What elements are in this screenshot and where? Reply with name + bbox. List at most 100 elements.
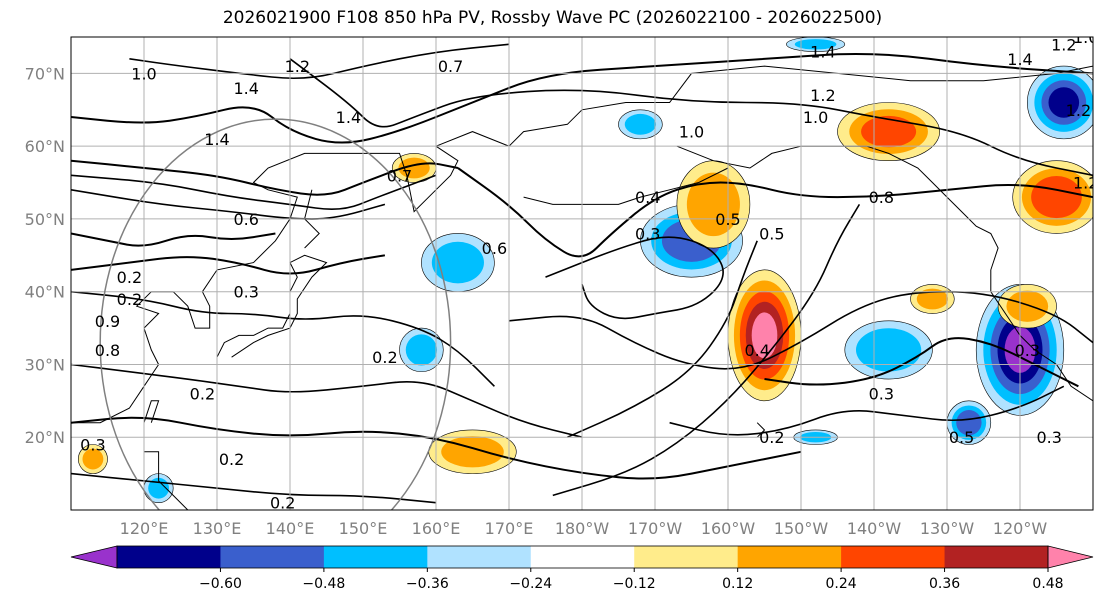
- pv-contour-line: [71, 416, 802, 480]
- pv-contour-line: [71, 53, 1093, 144]
- colorbar-tick-labels: −0.60 −0.48 −0.36 −0.24 −0.12 0.12 0.24 0.36 0.4…: [199, 568, 1064, 592]
- contour-label: 1.0: [679, 123, 704, 142]
- contour-label: 1.4: [1007, 50, 1032, 69]
- longitude-tick-label: 170°E: [485, 519, 534, 538]
- anomaly-north-pacific-positive: [1006, 290, 1049, 322]
- pv-contour-line: [71, 363, 583, 438]
- colorbar-segment: [530, 546, 635, 568]
- coastline: [676, 145, 1093, 402]
- contour-label: 0.5: [949, 428, 974, 447]
- anomaly-outline: [618, 109, 663, 140]
- colorbar-segment: [944, 546, 1049, 568]
- contour-label: 0.6: [233, 210, 258, 229]
- anomaly-tropical-positive: [441, 436, 504, 468]
- contour-label: 1.0: [131, 64, 156, 83]
- contour-label: 0.8: [95, 341, 120, 360]
- contour-label: 1.0: [1073, 28, 1098, 47]
- anomaly-outline: [837, 102, 940, 162]
- colorbar-extend-min: [70, 545, 118, 569]
- contour-label: 0.3: [233, 283, 258, 302]
- pv-contour-line: [457, 167, 1093, 258]
- longitude-tick-label: 130°W: [920, 519, 975, 538]
- contour-label: 1.4: [336, 108, 361, 127]
- contour-label: 1.2: [810, 86, 835, 105]
- colorbar-tick-label: 0.48: [1032, 576, 1063, 592]
- anomaly-west-pacific-negative: [405, 334, 438, 366]
- anomaly-gulf-of-alaska-positive: [751, 312, 778, 359]
- anomaly-arctic-negative: [794, 39, 837, 50]
- colorbar-segment: [427, 546, 532, 568]
- anomaly-sea-of-okhotsk-negative: [431, 241, 484, 284]
- pv-contour-line: [71, 472, 437, 504]
- pv-contour-line: [669, 385, 1065, 436]
- colorbar-frame: [116, 545, 1049, 569]
- latitude-tick-label: 20°N: [25, 428, 65, 447]
- longitude-tick-label: 160°W: [701, 519, 756, 538]
- pv-contour-line: [129, 43, 510, 80]
- colorbar-tick-label: −0.60: [199, 576, 242, 592]
- contour-label: 0.5: [759, 224, 784, 243]
- longitude-tick-label: 160°E: [412, 519, 461, 538]
- contour-label: 0.4: [744, 341, 769, 360]
- contour-label: 0.2: [372, 348, 397, 367]
- anomaly-outline: [844, 320, 933, 380]
- graticule: [71, 37, 1093, 510]
- contour-label: 1.2: [285, 57, 310, 76]
- longitude-tick-label: 140°W: [847, 519, 902, 538]
- longitude-tick-label: 120°E: [120, 519, 169, 538]
- colorbar-tick-label: −0.12: [613, 576, 656, 592]
- anomaly-outline: [997, 284, 1057, 329]
- contour-label: 0.2: [117, 290, 142, 309]
- anomaly-canada-negative: [1048, 87, 1080, 118]
- coastline: [523, 167, 729, 205]
- contour-label: 1.4: [233, 79, 258, 98]
- contour-label: 0.5: [715, 210, 740, 229]
- range-circle: [99, 118, 452, 510]
- anomaly-outline: [1027, 65, 1093, 140]
- coastline: [144, 451, 189, 510]
- longitude-tick-label: 170°W: [628, 519, 683, 538]
- longitude-tick-label: 130°E: [193, 519, 242, 538]
- colorbar-segment: [220, 546, 325, 568]
- contour-labels: 1.41.21.00.80.71.21.41.41.41.01.01.41.21…: [80, 28, 1098, 510]
- coastline: [304, 189, 320, 249]
- contour-label: 0.2: [117, 268, 142, 287]
- colorbar-segment: [117, 546, 221, 568]
- pv-contour-line: [545, 236, 724, 320]
- contour-label: 1.2: [1073, 174, 1098, 193]
- contour-label: 0.6: [482, 239, 507, 258]
- latitude-tick-label: 60°N: [25, 137, 65, 156]
- latitude-tick-label: 30°N: [25, 355, 65, 374]
- longitude-tick-label: 120°W: [993, 519, 1048, 538]
- colorbar-tick-label: −0.24: [509, 576, 552, 592]
- colorbar-segment: [323, 546, 428, 568]
- colorbar-segment: [841, 546, 946, 568]
- coastline: [756, 422, 766, 438]
- contour-label: 0.2: [190, 385, 215, 404]
- pv-contour-line: [764, 337, 1079, 388]
- colorbar-segment: [634, 546, 739, 568]
- anomaly-ne-pacific-positive: [916, 288, 949, 310]
- pv-contour-line: [567, 240, 758, 438]
- colorbar: [70, 545, 1094, 569]
- anomaly-pacific-nw-positive: [1031, 176, 1082, 219]
- great-circle-range: [99, 118, 452, 510]
- longitude-tick-labels: 120°E 130°E 140°E 150°E 160°E 170°E 180°W 170°W…: [120, 519, 1048, 538]
- contour-label: 0.7: [387, 166, 412, 185]
- figure-title: 2026021900 F108 850 hPa PV, Rossby Wave …: [222, 8, 883, 28]
- contour-label: 0.4: [635, 188, 660, 207]
- contour-label: 1.4: [204, 130, 229, 149]
- colorbar-tick-label: 0.12: [722, 576, 753, 592]
- contour-label: 0.3: [1036, 428, 1061, 447]
- anomaly-outline: [78, 444, 108, 474]
- contour-label: 0.3: [635, 224, 660, 243]
- colorbar-tick-label: −0.48: [302, 576, 345, 592]
- anomaly-bering-positive: [861, 115, 917, 148]
- colorbar-tick-label: 0.36: [929, 576, 960, 592]
- anomaly-outline: [910, 284, 955, 314]
- contour-label: 0.3: [1015, 341, 1040, 360]
- pv-contour-line: [71, 232, 276, 247]
- contour-label: 1.4: [810, 43, 835, 62]
- contour-label: 0.9: [95, 312, 120, 331]
